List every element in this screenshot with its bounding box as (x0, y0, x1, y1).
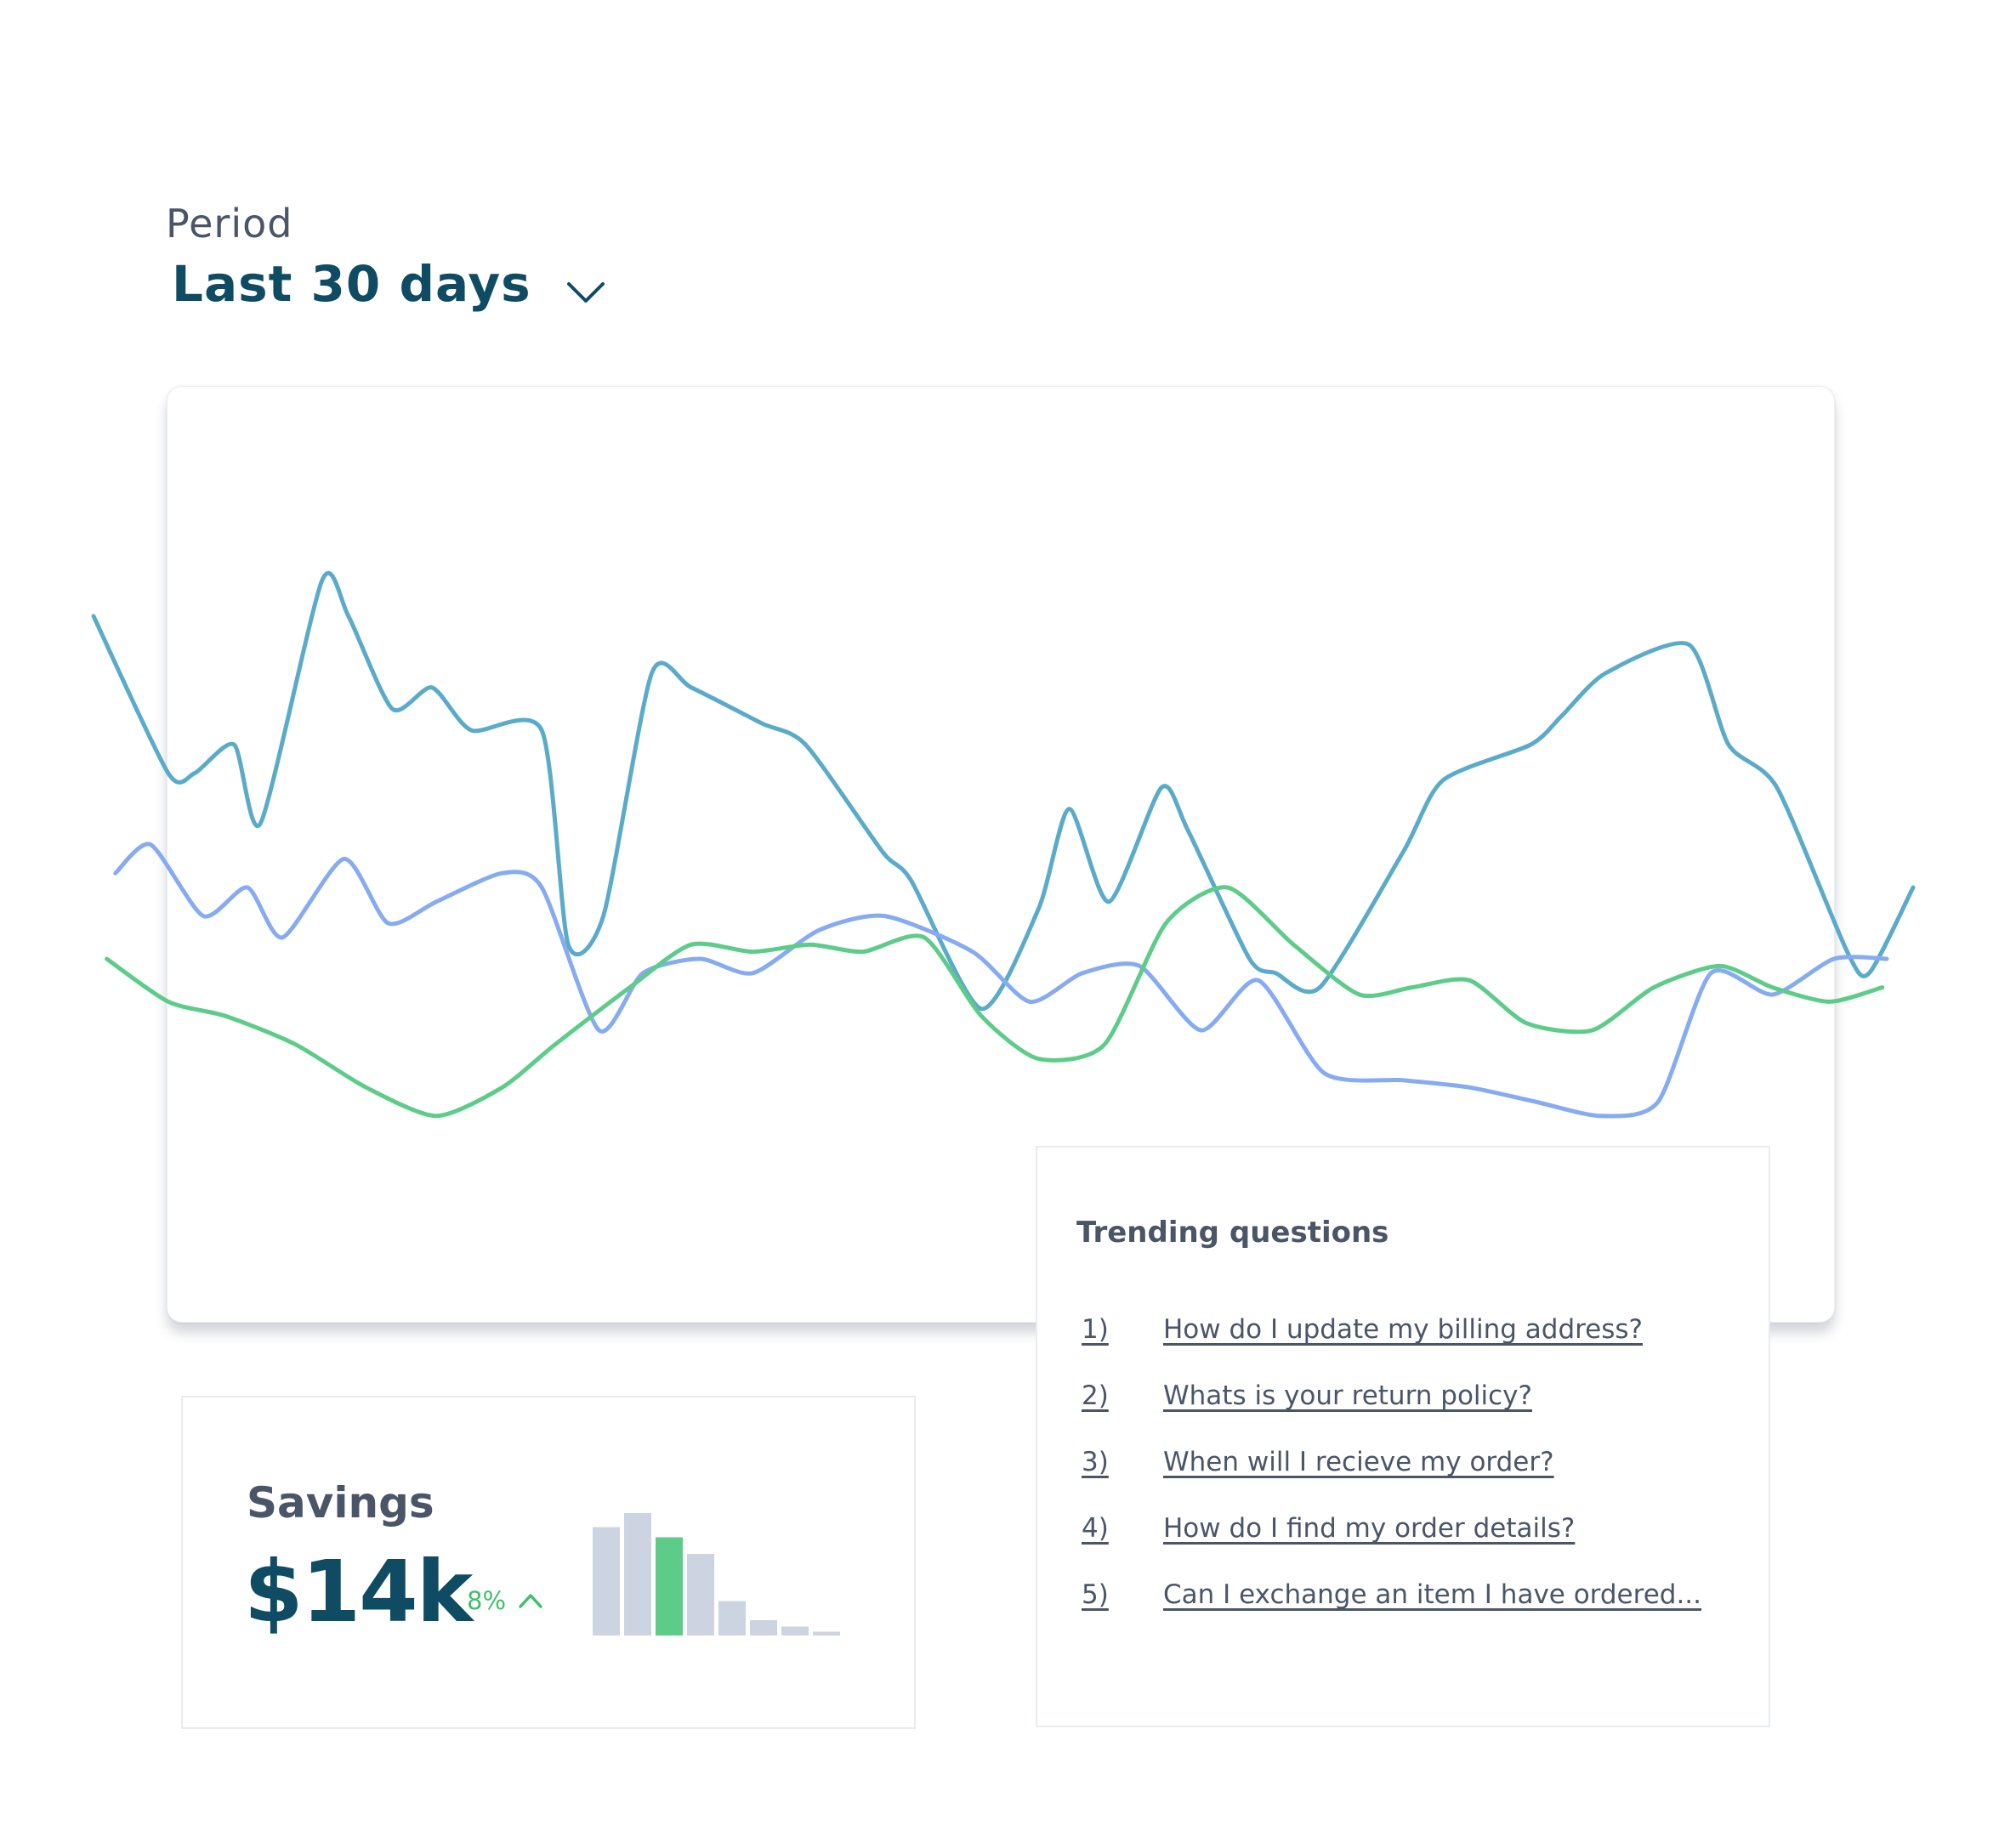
question-text: When will I recieve my order? (1163, 1447, 1554, 1477)
question-number: 1) (1082, 1314, 1109, 1345)
savings-value: $14k (244, 1542, 473, 1641)
period-label: Period (166, 201, 293, 247)
question-text: How do I find my order details? (1163, 1513, 1576, 1544)
question-number: 5) (1082, 1579, 1109, 1610)
trending-questions-title: Trending questions (1076, 1216, 1389, 1250)
savings-bar (750, 1620, 777, 1635)
period-dropdown[interactable]: Last 30 days (172, 255, 606, 313)
savings-bar (624, 1513, 651, 1635)
question-number: 3) (1082, 1447, 1109, 1477)
chevron-up-icon (519, 1594, 542, 1608)
savings-bar (718, 1601, 746, 1635)
savings-change-value: 8% (467, 1586, 507, 1615)
savings-bar (687, 1554, 714, 1635)
savings-bar (593, 1527, 620, 1635)
question-text: How do I update my billing address? (1163, 1314, 1644, 1345)
savings-mini-bar-chart (593, 1513, 840, 1635)
trending-questions-card: Trending questions 1) How do I update my… (1036, 1146, 1770, 1727)
trending-questions-list: 1) How do I update my billing address? 2… (1082, 1314, 1701, 1646)
savings-title: Savings (247, 1478, 434, 1528)
period-value: Last 30 days (172, 255, 531, 313)
chevron-down-icon (566, 282, 605, 303)
savings-bar (813, 1631, 840, 1635)
question-text: Can I exchange an item I have ordered... (1163, 1579, 1702, 1610)
question-text: Whats is your return policy? (1163, 1380, 1532, 1411)
savings-card: Savings $14k 8% (181, 1396, 916, 1729)
question-link[interactable]: 4) How do I find my order details? (1082, 1513, 1701, 1579)
savings-bar (781, 1626, 809, 1635)
question-link[interactable]: 5) Can I exchange an item I have ordered… (1082, 1579, 1701, 1646)
question-link[interactable]: 3) When will I recieve my order? (1082, 1447, 1701, 1513)
question-number: 2) (1082, 1380, 1109, 1411)
savings-bar-highlighted (656, 1537, 683, 1635)
question-number: 4) (1082, 1513, 1109, 1544)
savings-change: 8% (467, 1586, 543, 1615)
question-link[interactable]: 1) How do I update my billing address? (1082, 1314, 1701, 1380)
question-link[interactable]: 2) Whats is your return policy? (1082, 1380, 1701, 1447)
